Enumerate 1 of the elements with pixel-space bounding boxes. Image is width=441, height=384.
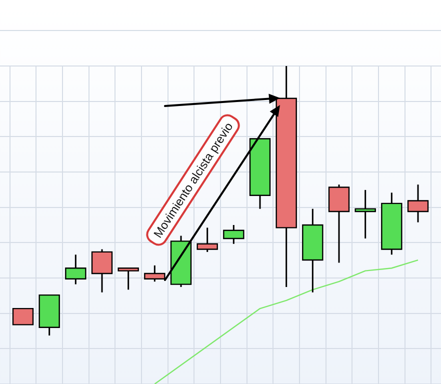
candlestick	[12, 308, 34, 326]
